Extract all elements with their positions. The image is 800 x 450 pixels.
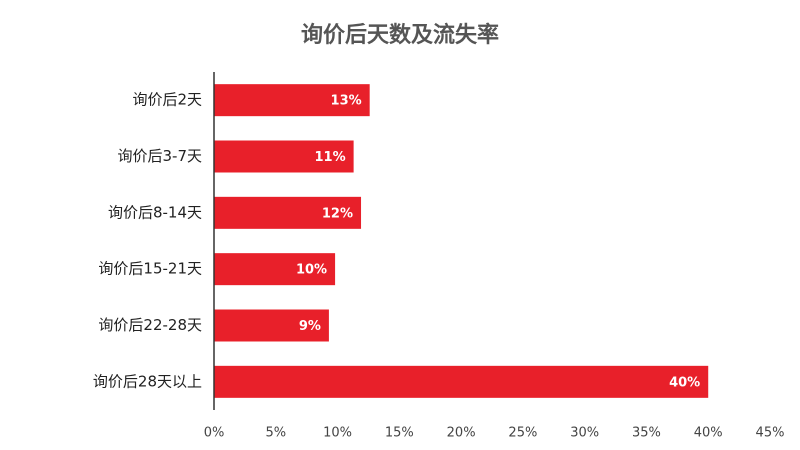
- y-tick-label: 询价后28天以上: [93, 372, 202, 390]
- x-tick-label: 20%: [447, 426, 476, 441]
- y-tick-label: 询价后3-7天: [118, 147, 203, 165]
- data-label: 10%: [296, 263, 327, 278]
- chart-title: 询价后天数及流失率: [301, 22, 499, 48]
- y-tick-label: 询价后22-28天: [98, 316, 202, 334]
- x-tick-label: 0%: [204, 426, 225, 441]
- bar: [214, 309, 329, 342]
- bar: [214, 253, 336, 286]
- bar: [214, 365, 709, 398]
- bar: [214, 84, 370, 117]
- data-label: 11%: [314, 150, 345, 165]
- x-tick-label: 10%: [323, 426, 352, 441]
- x-tick-label: 30%: [570, 426, 599, 441]
- data-label: 13%: [331, 94, 362, 109]
- data-label: 12%: [322, 206, 353, 221]
- x-tick-label: 25%: [508, 426, 537, 441]
- y-tick-label: 询价后15-21天: [98, 260, 202, 278]
- y-tick-label: 询价后8-14天: [108, 203, 202, 221]
- x-tick-label: 45%: [756, 426, 785, 441]
- data-label: 40%: [669, 375, 700, 390]
- data-label: 9%: [299, 319, 321, 334]
- bar: [214, 196, 362, 229]
- x-tick-label: 5%: [265, 426, 286, 441]
- x-tick-label: 40%: [694, 426, 723, 441]
- y-tick-label: 询价后2天: [132, 91, 202, 109]
- x-tick-label: 35%: [632, 426, 661, 441]
- bar: [214, 140, 354, 173]
- x-tick-label: 15%: [385, 426, 414, 441]
